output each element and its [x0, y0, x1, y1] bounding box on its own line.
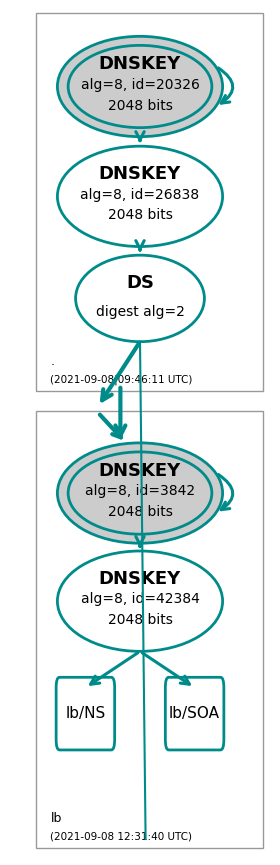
Text: DNSKEY: DNSKEY	[99, 462, 181, 479]
FancyBboxPatch shape	[56, 677, 115, 750]
Text: .: .	[50, 355, 54, 368]
Text: alg=8, id=20326: alg=8, id=20326	[81, 78, 199, 92]
Text: alg=8, id=3842: alg=8, id=3842	[85, 484, 195, 498]
Text: DS: DS	[126, 274, 154, 292]
Ellipse shape	[57, 551, 223, 651]
Text: lb/NS: lb/NS	[65, 706, 106, 721]
Text: 2048 bits: 2048 bits	[108, 208, 172, 222]
Ellipse shape	[57, 36, 223, 137]
Text: digest alg=2: digest alg=2	[95, 305, 185, 319]
FancyBboxPatch shape	[165, 677, 224, 750]
Text: DNSKEY: DNSKEY	[99, 165, 181, 183]
Text: 2048 bits: 2048 bits	[108, 613, 172, 627]
Text: 2048 bits: 2048 bits	[108, 99, 172, 112]
Text: lb: lb	[50, 811, 62, 824]
FancyBboxPatch shape	[36, 13, 263, 391]
Text: 2048 bits: 2048 bits	[108, 505, 172, 519]
Text: alg=8, id=26838: alg=8, id=26838	[80, 188, 200, 202]
Text: DNSKEY: DNSKEY	[99, 55, 181, 73]
Ellipse shape	[76, 255, 204, 342]
Text: lb/SOA: lb/SOA	[169, 706, 220, 721]
Text: alg=8, id=42384: alg=8, id=42384	[81, 593, 199, 606]
Ellipse shape	[57, 443, 223, 543]
Text: (2021-09-08 12:31:40 UTC): (2021-09-08 12:31:40 UTC)	[50, 831, 192, 841]
Ellipse shape	[57, 146, 223, 247]
Text: DNSKEY: DNSKEY	[99, 570, 181, 587]
Text: (2021-09-08|09:46:11 UTC): (2021-09-08|09:46:11 UTC)	[50, 375, 193, 385]
FancyBboxPatch shape	[36, 411, 263, 848]
